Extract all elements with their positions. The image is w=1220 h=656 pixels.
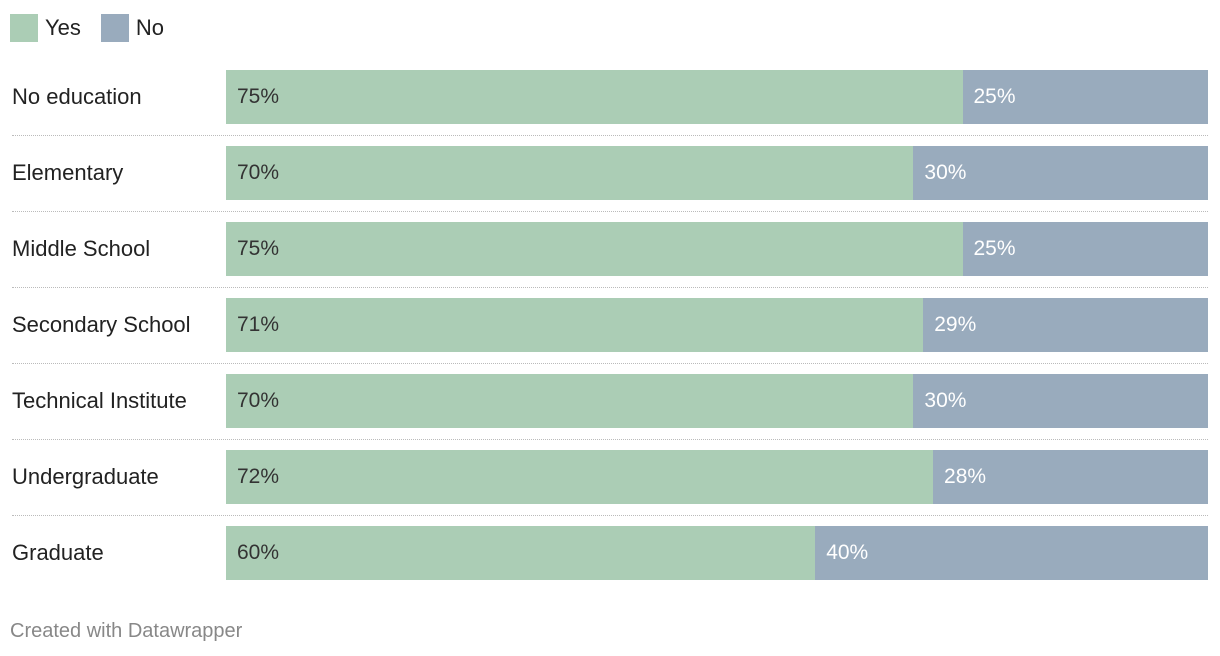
data-label-no: 25% xyxy=(973,237,1016,260)
bar-segment-no: 40% xyxy=(815,526,1208,580)
bar-row: Elementary 70% 30% xyxy=(0,146,1220,200)
bar-segment-yes: 60% xyxy=(226,526,816,580)
bar-segment-no: 30% xyxy=(913,146,1208,200)
category-label: Secondary School xyxy=(12,312,191,337)
category-label: Undergraduate xyxy=(12,464,159,489)
row-separator xyxy=(12,515,1208,516)
bar-segment-yes: 75% xyxy=(226,222,963,276)
data-label-yes: 75% xyxy=(237,237,280,260)
category-label: Elementary xyxy=(12,160,124,185)
data-label-no: 29% xyxy=(934,313,977,336)
data-label-no: 30% xyxy=(924,389,967,412)
bar-track: 72% 28% xyxy=(226,450,1208,504)
bar-segment-no: 29% xyxy=(923,298,1208,352)
legend: Yes No xyxy=(10,14,184,42)
bar-track: 70% 30% xyxy=(226,374,1208,428)
row-separator xyxy=(12,135,1208,136)
data-label-yes: 70% xyxy=(237,389,280,412)
data-label-no: 28% xyxy=(944,465,987,488)
bar-segment-no: 25% xyxy=(962,222,1208,276)
bar-segment-yes: 72% xyxy=(226,450,934,504)
legend-swatch-no xyxy=(100,14,129,42)
data-label-yes: 71% xyxy=(237,313,280,336)
bar-row: Technical Institute 70% 30% xyxy=(0,374,1220,428)
bar-row: Graduate 60% 40% xyxy=(0,526,1220,580)
bar-row: Undergraduate 72% 28% xyxy=(0,450,1220,504)
row-separator xyxy=(12,363,1208,364)
data-label-yes: 70% xyxy=(237,161,280,184)
category-label: No education xyxy=(12,84,142,109)
category-label: Technical Institute xyxy=(12,388,187,413)
legend-label-yes: Yes xyxy=(45,15,81,40)
bar-track: 71% 29% xyxy=(226,298,1208,352)
data-label-yes: 75% xyxy=(237,85,280,108)
legend-swatch-yes xyxy=(10,14,38,42)
data-label-no: 40% xyxy=(826,541,869,564)
data-label-yes: 72% xyxy=(237,465,280,488)
legend-label-no: No xyxy=(135,15,165,40)
bar-track: 60% 40% xyxy=(226,526,1208,580)
bar-row: Middle School 75% 25% xyxy=(0,222,1220,276)
bar-segment-no: 25% xyxy=(962,70,1208,124)
bar-row: Secondary School 71% 29% xyxy=(0,298,1220,352)
bar-segment-yes: 70% xyxy=(226,374,914,428)
legend-item-yes: Yes xyxy=(10,14,81,42)
credit-footer: Created with Datawrapper xyxy=(10,620,243,642)
bar-segment-no: 28% xyxy=(933,450,1208,504)
data-label-no: 30% xyxy=(924,161,967,184)
row-separator xyxy=(12,287,1208,288)
bar-row: No education 75% 25% xyxy=(0,70,1220,124)
bar-segment-yes: 71% xyxy=(226,298,924,352)
legend-item-no: No xyxy=(100,14,165,42)
row-separator xyxy=(12,439,1208,440)
bar-track: 75% 25% xyxy=(226,70,1208,124)
bar-segment-yes: 75% xyxy=(226,70,963,124)
data-label-yes: 60% xyxy=(237,541,280,564)
category-label: Middle School xyxy=(12,236,151,261)
bar-track: 70% 30% xyxy=(226,146,1208,200)
category-label: Graduate xyxy=(12,540,104,565)
bar-segment-no: 30% xyxy=(913,374,1208,428)
data-label-no: 25% xyxy=(973,85,1016,108)
bar-track: 75% 25% xyxy=(226,222,1208,276)
bar-segment-yes: 70% xyxy=(226,146,914,200)
row-separator xyxy=(12,211,1208,212)
